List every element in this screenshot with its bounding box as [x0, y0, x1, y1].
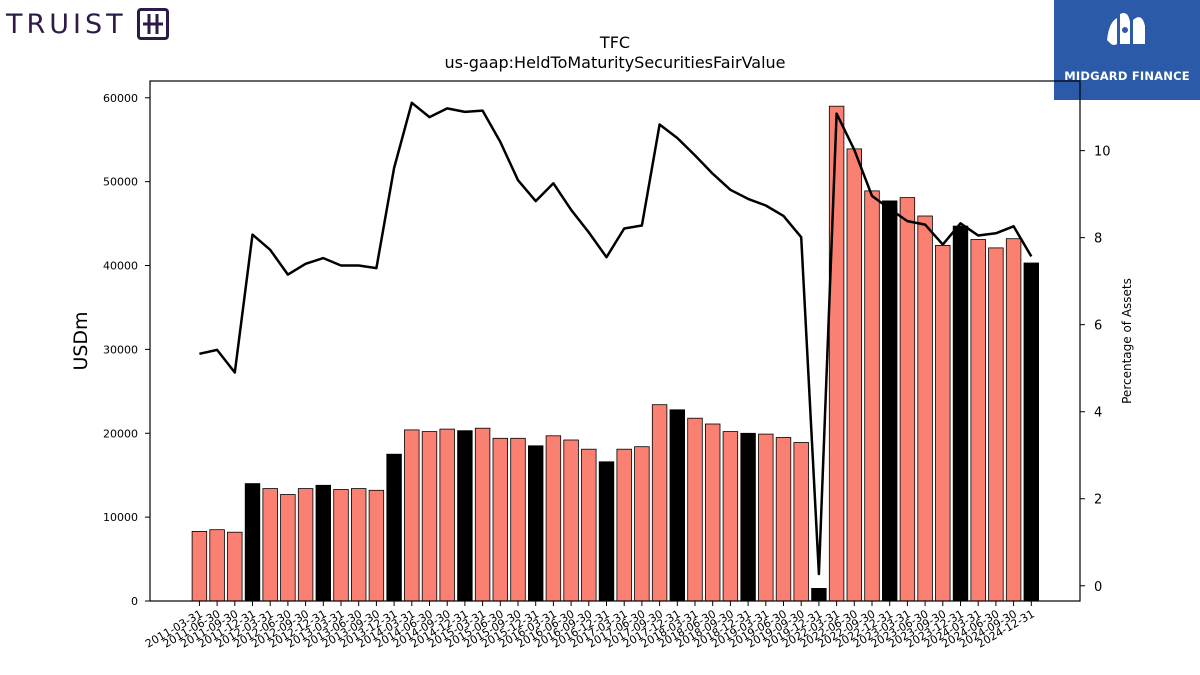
bar-2013-12-31: [386, 453, 402, 602]
y-tick-label: 30000: [103, 343, 138, 356]
bar-2022-12-31: [882, 200, 898, 602]
y2-tick-label: 0: [1094, 580, 1102, 595]
bar-2017-06-30: [634, 446, 650, 602]
bar-2012-09-30: [297, 488, 314, 602]
chart-subtitle: us-gaap:HeldToMaturitySecuritiesFairValu…: [444, 53, 785, 72]
bar-2012-12-31: [315, 484, 332, 602]
y2-tick-label: 2: [1094, 493, 1102, 508]
bar-2018-03-31: [687, 417, 703, 602]
bar-2023-12-31: [952, 225, 969, 602]
percentage-line: [199, 101, 1033, 576]
bar-2011-09-30: [227, 531, 243, 602]
y-axis-label: USDm: [70, 311, 92, 370]
bar-2014-09-30: [439, 428, 455, 602]
bar-2012-06-30: [280, 494, 296, 602]
y2-axis-label: Percentage of Assets: [1120, 278, 1134, 404]
y-tick-label: 20000: [103, 427, 138, 440]
bar-2018-06-30: [705, 423, 721, 602]
truist-mark-icon: [136, 8, 169, 40]
bar-2016-09-30: [581, 448, 597, 602]
bar-2024-09-30: [1005, 238, 1022, 602]
bar-2015-06-30: [492, 437, 509, 602]
bar-2014-06-30: [421, 431, 438, 602]
bar-2023-03-31: [899, 197, 916, 602]
bar-2011-03-31: [191, 531, 208, 602]
y2-tick-label: 6: [1094, 319, 1102, 334]
bar-2013-09-30: [368, 489, 385, 602]
y-tick-label: 0: [131, 595, 138, 608]
midgard-wordmark: MIDGARD FINANCE: [1064, 69, 1190, 83]
bar-2012-03-31: [262, 488, 278, 602]
y-tick-label: 10000: [103, 511, 138, 524]
plot-frame: [149, 80, 1081, 602]
truist-logo: TRUIST: [6, 6, 169, 42]
bar-2023-09-30: [935, 244, 951, 602]
bar-2017-12-31: [669, 409, 686, 602]
bar-2016-12-31: [598, 461, 615, 602]
bar-2024-06-30: [988, 247, 1004, 602]
chart-title: TFC: [599, 33, 630, 52]
bar-2018-09-30: [722, 431, 739, 602]
bar-2016-06-30: [563, 439, 579, 602]
midgard-finance-logo: MIDGARD FINANCE: [1054, 0, 1200, 100]
bar-2017-09-30: [651, 404, 668, 602]
bar-2013-03-31: [333, 489, 349, 602]
bar-2019-09-30: [793, 442, 809, 602]
bar-2017-03-31: [616, 448, 632, 602]
bar-2022-06-30: [846, 148, 863, 602]
bar-2015-12-31: [528, 445, 544, 602]
bar-2018-12-31: [740, 432, 756, 602]
y-tick-label: 60000: [103, 92, 138, 105]
bar-2014-03-31: [404, 429, 420, 602]
bar-2022-09-30: [864, 190, 880, 602]
bar-2019-03-31: [758, 433, 774, 602]
bar-2011-12-31: [244, 483, 261, 602]
y2-tick-label: 10: [1094, 145, 1111, 160]
y2-tick-label: 4: [1094, 406, 1102, 421]
bar-2014-12-31: [457, 430, 473, 602]
bar-2022-03-31: [828, 105, 845, 602]
bar-2011-06-30: [209, 529, 225, 602]
bar-2016-03-31: [545, 435, 562, 602]
bar-2015-03-31: [474, 427, 491, 602]
y-tick-label: 50000: [103, 176, 138, 189]
bar-2024-03-31: [970, 239, 986, 602]
bar-2019-06-30: [775, 437, 792, 602]
midgard-mark-icon: [1107, 13, 1145, 45]
truist-wordmark: TRUIST: [6, 8, 127, 40]
bar-2024-12-31: [1023, 262, 1040, 602]
bar-2023-06-30: [917, 215, 933, 602]
y2-tick-label: 8: [1094, 232, 1102, 247]
y-tick-label: 40000: [103, 260, 138, 273]
axes: 0100002000030000400005000060000024681020…: [103, 92, 1111, 651]
bar-2013-06-30: [350, 488, 367, 602]
bar-2015-09-30: [510, 437, 526, 602]
bar-2019-12-31: [811, 588, 827, 602]
bar-series: [191, 105, 1040, 602]
